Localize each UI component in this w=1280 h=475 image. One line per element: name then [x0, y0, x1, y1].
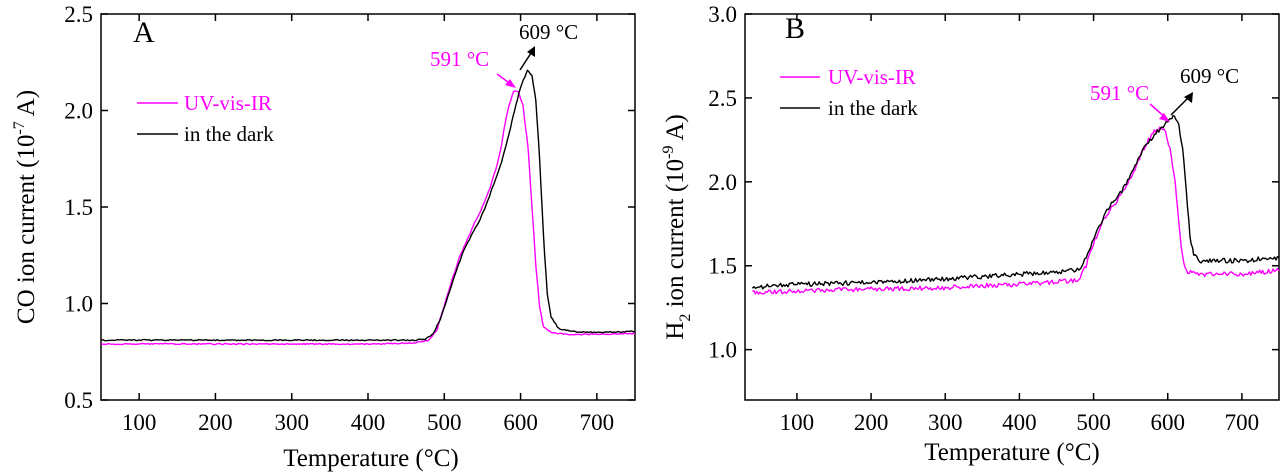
x-tick-label: 100	[122, 410, 157, 435]
x-tick-label: 100	[780, 410, 815, 435]
arrowhead-dark-a	[527, 46, 535, 57]
x-axis-title-b: Temperature (°C)	[924, 439, 1100, 466]
plot-frame-b	[744, 13, 1280, 401]
y-axis-title-b-suffix: A)	[662, 114, 689, 145]
series-line-in-the-dark	[751, 114, 1280, 290]
legend-b: UV-vis-IR in the dark	[780, 65, 918, 120]
annotation-arrow-dark-b	[1170, 95, 1191, 116]
y-tick-label: 1.5	[64, 195, 93, 220]
x-tick-label: 400	[351, 410, 386, 435]
y-axis-title-b: H2 ion current (10-9 A)	[660, 114, 694, 339]
y-axis-title-a-main: CO ion current (10	[13, 135, 40, 325]
series-line-uv-vis-ir	[100, 90, 635, 346]
chart-panel-b: 1.01.52.02.53.0 100 200 300 400 500 600 700 B …	[660, 2, 1280, 466]
y-ticks-b: 1.0 1.5 2.0 2.5 3.0	[708, 2, 1279, 363]
plot-frame-a	[100, 13, 636, 401]
x-tick-label: 600	[503, 410, 538, 435]
x-axis-title-a: Temperature (°C)	[283, 445, 459, 472]
x-tick-label: 500	[1076, 410, 1111, 435]
x-tick-label: 300	[274, 410, 309, 435]
x-tick-label: 500	[427, 410, 462, 435]
arrowhead-uv-b	[1159, 113, 1170, 122]
y-axis-title-a-suffix: A)	[13, 90, 40, 121]
y-axis-title-b-prefix: H	[662, 322, 689, 340]
x-ticks-a: 100 200 300 400 500 600 700	[122, 14, 614, 435]
y-tick-label: 2.0	[708, 170, 737, 195]
arrowhead-uv-a	[505, 79, 516, 88]
arrowhead-dark-b	[1184, 92, 1193, 103]
legend-label-uv-b: UV-vis-IR	[828, 65, 916, 89]
y-tick-label: 0.5	[64, 388, 93, 413]
x-tick-label: 700	[580, 410, 615, 435]
y-axis-title-b-sup: -9	[660, 146, 677, 159]
y-tick-label: 2.0	[64, 99, 93, 124]
panel-label-b: B	[785, 12, 805, 45]
annotation-dark-peak-a: 609 °C	[519, 20, 578, 44]
legend-a: UV-vis-IR in the dark	[137, 91, 274, 146]
y-tick-label: 2.5	[64, 2, 93, 27]
y-tick-label: 3.0	[708, 2, 737, 27]
series-line-uv-vis-ir	[752, 126, 1280, 295]
y-tick-label: 1.0	[708, 338, 737, 363]
x-tick-label: 700	[1225, 410, 1260, 435]
legend-label-dark-b: in the dark	[828, 96, 918, 120]
y-axis-title-b-sub: 2	[677, 314, 694, 322]
x-tick-label: 200	[854, 410, 889, 435]
y-tick-label: 1.0	[64, 292, 93, 317]
annotation-dark-peak-b: 609 °C	[1180, 64, 1239, 88]
chart-panel-a: 0.51.01.52.02.5 100 200 300 400 500 600 700 A …	[11, 2, 636, 472]
y-ticks-a: 0.5 1.0 1.5 2.0 2.5	[64, 2, 635, 413]
annotation-uv-peak-a: 591 °C	[430, 47, 489, 71]
legend-label-dark-a: in the dark	[184, 122, 274, 146]
legend-label-uv-a: UV-vis-IR	[184, 91, 272, 115]
y-axis-title-a: CO ion current (10-7 A)	[11, 90, 40, 324]
x-ticks-b: 100 200 300 400 500 600 700	[780, 14, 1259, 435]
x-tick-label: 400	[1002, 410, 1037, 435]
x-tick-label: 300	[928, 410, 963, 435]
annotation-uv-peak-b: 591 °C	[1090, 81, 1149, 105]
series-line-in-the-dark	[100, 69, 636, 342]
y-axis-title-b-main: ion current (10	[662, 159, 689, 314]
panel-label-a: A	[133, 16, 155, 49]
x-tick-label: 200	[198, 410, 233, 435]
x-tick-label: 600	[1151, 410, 1186, 435]
y-tick-label: 1.5	[708, 254, 737, 279]
y-axis-title-a-sup: -7	[11, 121, 28, 134]
series-group-a	[100, 69, 636, 346]
y-tick-label: 2.5	[708, 86, 737, 111]
series-group-b	[751, 114, 1280, 295]
